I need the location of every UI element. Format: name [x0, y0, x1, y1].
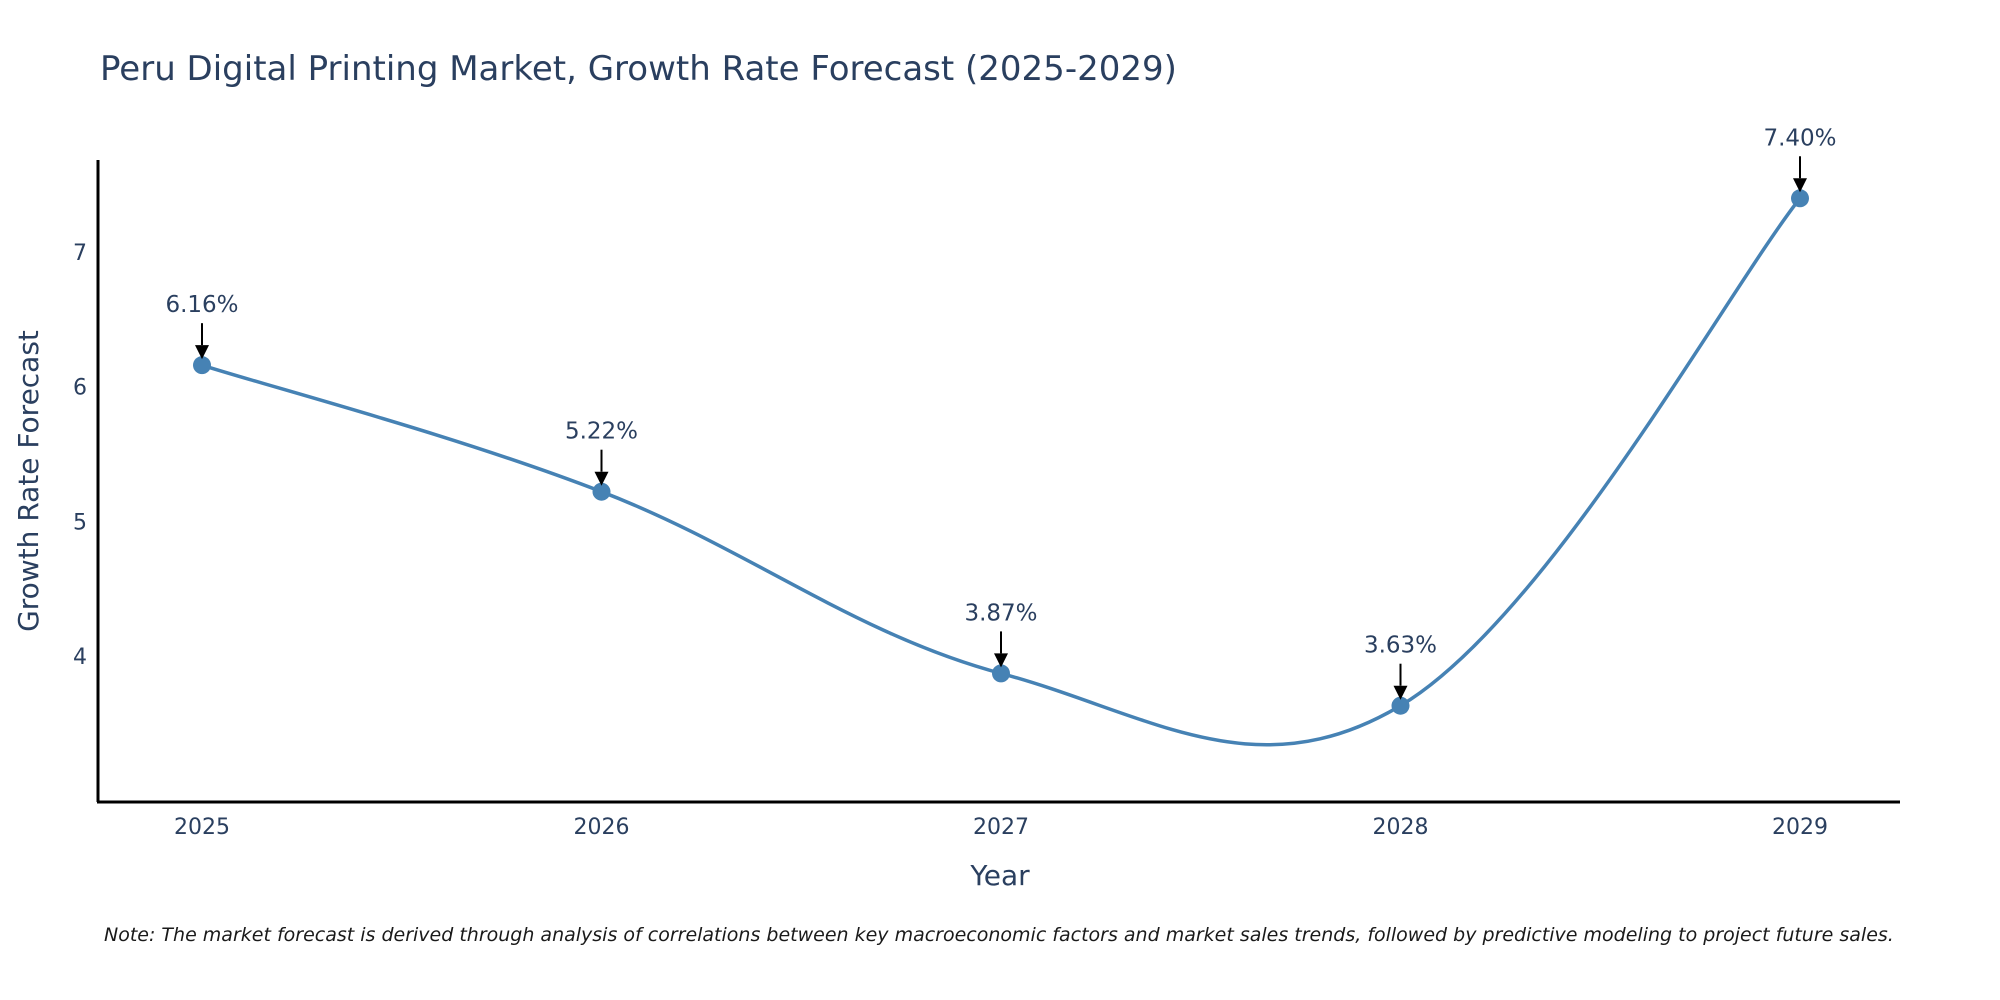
data-label: 3.87% [964, 600, 1037, 626]
y-tick-label: 7 [73, 241, 87, 266]
x-tick-label: 2028 [1373, 815, 1429, 840]
annotation-arrow-head [1393, 685, 1408, 700]
data-label: 6.16% [165, 292, 238, 318]
data-points [193, 189, 1809, 715]
y-tick-label: 6 [73, 376, 87, 401]
data-labels: 6.16% 5.22% 3.87% 3.63% 7.40% [165, 125, 1837, 700]
x-tick-label: 2025 [174, 815, 230, 840]
series-line [201, 197, 1802, 747]
footnote: Note: The market forecast is derived thr… [104, 924, 1894, 946]
annotation-arrow-head [594, 471, 609, 486]
axes [96, 160, 1900, 804]
y-axis-title: Growth Rate Forecast [12, 330, 45, 632]
data-label: 7.40% [1763, 125, 1836, 151]
data-point [1391, 696, 1410, 715]
annotation-arrow-head [1793, 178, 1807, 193]
data-point [992, 664, 1010, 683]
x-tick-label: 2026 [574, 815, 630, 840]
data-point [193, 356, 211, 375]
data-label: 5.22% [565, 419, 638, 445]
x-tick-label: 2029 [1772, 815, 1828, 840]
data-point [1791, 189, 1809, 208]
annotation-arrow-head [195, 345, 209, 360]
chart-title: Peru Digital Printing Market, Growth Rat… [100, 49, 1177, 89]
y-tick-label: 4 [73, 645, 87, 670]
y-tick-label: 5 [73, 510, 87, 535]
annotation-arrow-head [994, 653, 1008, 668]
data-point [592, 482, 611, 501]
x-axis-title: Year [969, 859, 1030, 892]
y-ticks: 4 5 6 7 [73, 241, 87, 670]
data-label: 3.63% [1364, 633, 1437, 659]
x-tick-label: 2027 [973, 815, 1029, 840]
x-ticks: 2025 2026 2027 2028 2029 [174, 815, 1828, 840]
